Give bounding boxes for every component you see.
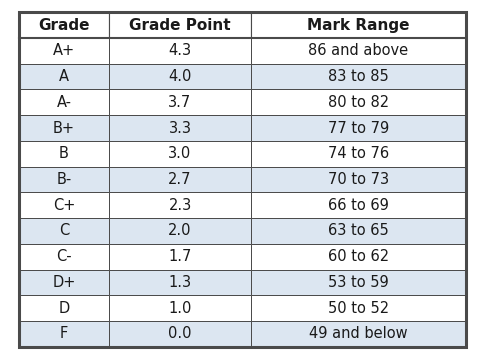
- Text: 50 to 52: 50 to 52: [327, 301, 388, 316]
- Bar: [19, 64, 108, 89]
- Bar: [19, 115, 108, 141]
- Text: 77 to 79: 77 to 79: [327, 121, 388, 136]
- Text: 2.3: 2.3: [168, 198, 191, 213]
- Bar: [251, 38, 465, 64]
- Text: 0.0: 0.0: [168, 326, 191, 341]
- Text: 4.3: 4.3: [168, 43, 191, 58]
- Text: 1.3: 1.3: [168, 275, 191, 290]
- Bar: [251, 141, 465, 166]
- Text: 4.0: 4.0: [168, 69, 191, 84]
- Bar: [19, 38, 108, 64]
- Text: C-: C-: [56, 249, 72, 264]
- Bar: [108, 218, 251, 244]
- Bar: [251, 166, 465, 193]
- Text: A-: A-: [57, 95, 71, 110]
- Bar: [19, 193, 108, 218]
- Bar: [108, 38, 251, 64]
- Text: 3.0: 3.0: [168, 146, 191, 161]
- Text: F: F: [60, 326, 68, 341]
- Text: D: D: [58, 301, 70, 316]
- Bar: [108, 166, 251, 193]
- Text: 2.7: 2.7: [168, 172, 191, 187]
- Bar: [19, 12, 108, 38]
- Bar: [251, 64, 465, 89]
- Text: D+: D+: [52, 275, 76, 290]
- Bar: [108, 141, 251, 166]
- Bar: [108, 115, 251, 141]
- Bar: [19, 321, 108, 347]
- Text: A: A: [59, 69, 69, 84]
- Text: 2.0: 2.0: [168, 224, 191, 238]
- Text: 66 to 69: 66 to 69: [327, 198, 388, 213]
- Bar: [251, 244, 465, 270]
- Text: Grade: Grade: [38, 18, 90, 33]
- Bar: [19, 295, 108, 321]
- Text: 3.3: 3.3: [168, 121, 191, 136]
- Text: 60 to 62: 60 to 62: [327, 249, 388, 264]
- Text: A+: A+: [53, 43, 75, 58]
- Bar: [251, 295, 465, 321]
- Bar: [19, 244, 108, 270]
- Bar: [108, 270, 251, 295]
- Bar: [108, 295, 251, 321]
- Text: C+: C+: [53, 198, 75, 213]
- Bar: [108, 244, 251, 270]
- Bar: [251, 193, 465, 218]
- Bar: [251, 270, 465, 295]
- Bar: [251, 321, 465, 347]
- Text: Mark Range: Mark Range: [307, 18, 409, 33]
- Text: 53 to 59: 53 to 59: [328, 275, 388, 290]
- Bar: [108, 193, 251, 218]
- Text: 49 and below: 49 and below: [309, 326, 407, 341]
- Bar: [19, 218, 108, 244]
- Bar: [19, 270, 108, 295]
- Text: 83 to 85: 83 to 85: [328, 69, 388, 84]
- Text: Grade Point: Grade Point: [129, 18, 230, 33]
- Text: 1.0: 1.0: [168, 301, 191, 316]
- Text: 70 to 73: 70 to 73: [327, 172, 388, 187]
- Text: 63 to 65: 63 to 65: [328, 224, 388, 238]
- Text: 80 to 82: 80 to 82: [327, 95, 388, 110]
- Bar: [19, 141, 108, 166]
- Bar: [108, 321, 251, 347]
- Text: 74 to 76: 74 to 76: [327, 146, 388, 161]
- Text: B: B: [59, 146, 69, 161]
- Text: C: C: [59, 224, 69, 238]
- Text: 86 and above: 86 and above: [308, 43, 408, 58]
- Bar: [19, 166, 108, 193]
- Text: 3.7: 3.7: [168, 95, 191, 110]
- Bar: [251, 218, 465, 244]
- Bar: [108, 12, 251, 38]
- Bar: [251, 12, 465, 38]
- Bar: [251, 89, 465, 115]
- Bar: [19, 89, 108, 115]
- Text: B+: B+: [53, 121, 75, 136]
- Text: 1.7: 1.7: [168, 249, 191, 264]
- Bar: [251, 115, 465, 141]
- Bar: [108, 89, 251, 115]
- Bar: [108, 64, 251, 89]
- Text: B-: B-: [56, 172, 72, 187]
